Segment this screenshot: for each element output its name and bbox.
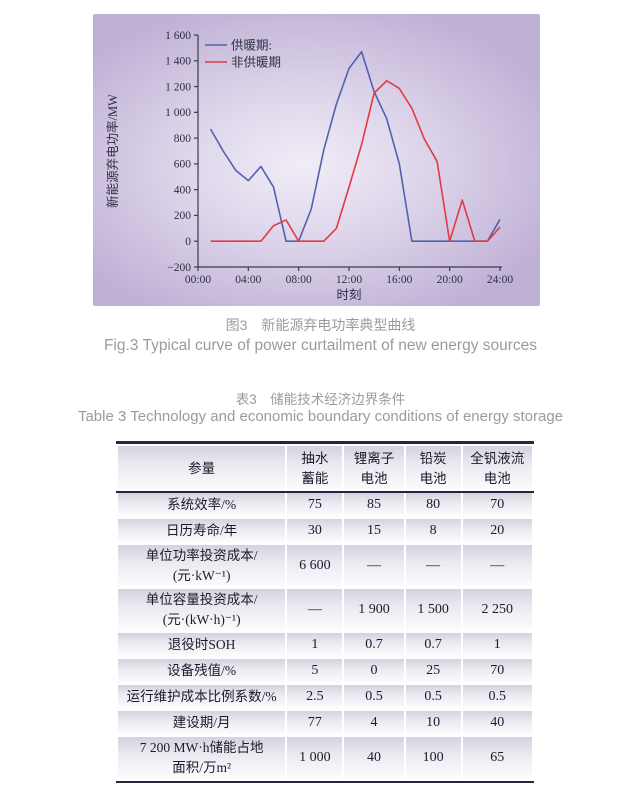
storage-table-grid: 参量 抽水 蓄能 锂离子 电池 铅炭 电池 全钒液流 电池 系统效率/% 75 85 80 70… (116, 444, 534, 781)
axes (197, 35, 502, 268)
svg-text:1 600: 1 600 (165, 30, 191, 42)
header-cell-0: 抽水 蓄能 (287, 446, 343, 491)
value-cell: 0.5 (405, 685, 461, 709)
value-cell: 65 (462, 737, 532, 779)
svg-text:08:00: 08:00 (286, 274, 312, 286)
header-cell-param: 参量 (118, 446, 286, 491)
y-axis-label: 新能源弃电功率/MW (105, 94, 120, 208)
svg-text:1 400: 1 400 (165, 56, 191, 68)
value-cell: 2.5 (287, 685, 343, 709)
legend: 供暖期: 非供暖期 (205, 38, 281, 69)
heating-period-legend-label: 供暖期: (231, 38, 272, 52)
svg-text:−200: −200 (167, 262, 191, 274)
svg-text:12:00: 12:00 (336, 274, 362, 286)
non-heating-period-line (210, 79, 501, 243)
y-ticks: −200 0 200 400 600 800 1 000 1 200 1 400 1 600 (165, 30, 198, 274)
x-ticks: 00:00 04:00 08:00 12:00 16:00 20:00 24:00 (185, 267, 513, 286)
param-cell: 建设期/月 (118, 711, 286, 735)
value-cell: 0.5 (462, 685, 532, 709)
value-cell: — (405, 545, 461, 587)
table-header-rule (116, 491, 534, 493)
value-cell: 40 (344, 737, 404, 779)
svg-text:0: 0 (185, 236, 191, 248)
table-row: 单位容量投资成本/ (元·(kW·h)⁻¹) —1 900 1 500 2 250 (118, 589, 532, 631)
value-cell: 8 (405, 519, 461, 543)
value-cell: 77 (287, 711, 343, 735)
svg-text:800: 800 (174, 133, 192, 145)
table-header-row: 参量 抽水 蓄能 锂离子 电池 铅炭 电池 全钒液流 电池 (118, 446, 532, 491)
value-cell: 1 000 (287, 737, 343, 779)
value-cell: 85 (344, 493, 404, 517)
table-title-en: Table 3 Technology and economic boundary… (77, 408, 564, 425)
value-cell: 5 (287, 659, 343, 683)
value-cell: 10 (405, 711, 461, 735)
param-cell: 单位功率投资成本/ (元·kW⁻¹) (118, 545, 286, 587)
param-cell: 单位容量投资成本/ (元·(kW·h)⁻¹) (118, 589, 286, 631)
svg-text:00:00: 00:00 (185, 274, 211, 286)
value-cell: 40 (462, 711, 532, 735)
table-row: 退役时SOH 1 0.7 0.7 1 (118, 633, 532, 657)
value-cell: 1 500 (405, 589, 461, 631)
figure-caption-zh: 图3 新能源弃电功率典型曲线 (225, 317, 416, 333)
table-row: 7 200 MW·h储能占地 面积/万m² 1 000 40 100 65 (118, 737, 532, 779)
value-cell: 100 (405, 737, 461, 779)
table-row: 设备残值/% 5 0 25 70 (118, 659, 532, 683)
value-cell: 20 (462, 519, 532, 543)
value-cell: 2 250 (462, 589, 532, 631)
header-cell-1: 锂离子 电池 (344, 446, 404, 491)
svg-text:16:00: 16:00 (386, 274, 412, 286)
value-cell: — (462, 545, 532, 587)
param-cell: 7 200 MW·h储能占地 面积/万m² (118, 737, 286, 779)
value-cell: 6 600 (287, 545, 343, 587)
svg-text:400: 400 (174, 184, 192, 196)
value-cell: 1 (462, 633, 532, 657)
figure-caption-en: Fig.3 Typical curve of power curtailment… (103, 337, 538, 354)
value-cell: 1 900 (344, 589, 404, 631)
table-row: 日历寿命/年 30 15 8 20 (118, 519, 532, 543)
value-cell: 70 (462, 493, 532, 517)
svg-text:1 000: 1 000 (165, 107, 191, 119)
svg-text:24:00: 24:00 (487, 274, 513, 286)
value-cell: 0.7 (344, 633, 404, 657)
value-cell: 25 (405, 659, 461, 683)
value-cell: — (287, 589, 343, 631)
header-cell-3: 全钒液流 电池 (462, 446, 532, 491)
value-cell: 0.5 (344, 685, 404, 709)
value-cell: 15 (344, 519, 404, 543)
param-cell: 运行维护成本比例系数/% (118, 685, 286, 709)
storage-table-body: 系统效率/% 75 85 80 70 日历寿命/年 30 15 8 20 单位功率投资成本/ (元·… (118, 493, 532, 779)
x-axis-label: 时刻 (336, 288, 361, 302)
value-cell: 80 (405, 493, 461, 517)
table-row: 建设期/月 77 4 10 40 (118, 711, 532, 735)
svg-text:600: 600 (174, 159, 192, 171)
value-cell: 30 (287, 519, 343, 543)
value-cell: 75 (287, 493, 343, 517)
table-title-zh: 表3 储能技术经济边界条件 (235, 392, 406, 407)
param-cell: 退役时SOH (118, 633, 286, 657)
svg-text:20:00: 20:00 (437, 274, 463, 286)
table-row: 运行维护成本比例系数/% 2.5 0.5 0.5 0.5 (118, 685, 532, 709)
table-row: 系统效率/% 75 85 80 70 (118, 493, 532, 517)
figure-image: −200 0 200 400 600 800 1 000 1 200 1 400 1 600 00:… (93, 14, 540, 306)
value-cell: 1 (287, 633, 343, 657)
value-cell: 0.7 (405, 633, 461, 657)
param-cell: 日历寿命/年 (118, 519, 286, 543)
heating-period-line (209, 50, 501, 243)
storage-table: 参量 抽水 蓄能 锂离子 电池 铅炭 电池 全钒液流 电池 系统效率/% 75 85 80 70… (116, 441, 534, 783)
curtailment-chart-svg: −200 0 200 400 600 800 1 000 1 200 1 400 1 600 00:… (105, 30, 513, 302)
header-cell-2: 铅炭 电池 (405, 446, 461, 491)
storage-table-header: 参量 抽水 蓄能 锂离子 电池 铅炭 电池 全钒液流 电池 (118, 446, 532, 491)
table-row: 单位功率投资成本/ (元·kW⁻¹) 6 600— — — (118, 545, 532, 587)
value-cell: 4 (344, 711, 404, 735)
param-cell: 设备残值/% (118, 659, 286, 683)
non-heating-period-legend-label: 非供暖期 (231, 55, 281, 69)
svg-text:200: 200 (174, 210, 192, 222)
svg-text:04:00: 04:00 (235, 274, 261, 286)
value-cell: — (344, 545, 404, 587)
value-cell: 70 (462, 659, 532, 683)
param-cell: 系统效率/% (118, 493, 286, 517)
svg-text:1 200: 1 200 (165, 81, 191, 93)
value-cell: 0 (344, 659, 404, 683)
